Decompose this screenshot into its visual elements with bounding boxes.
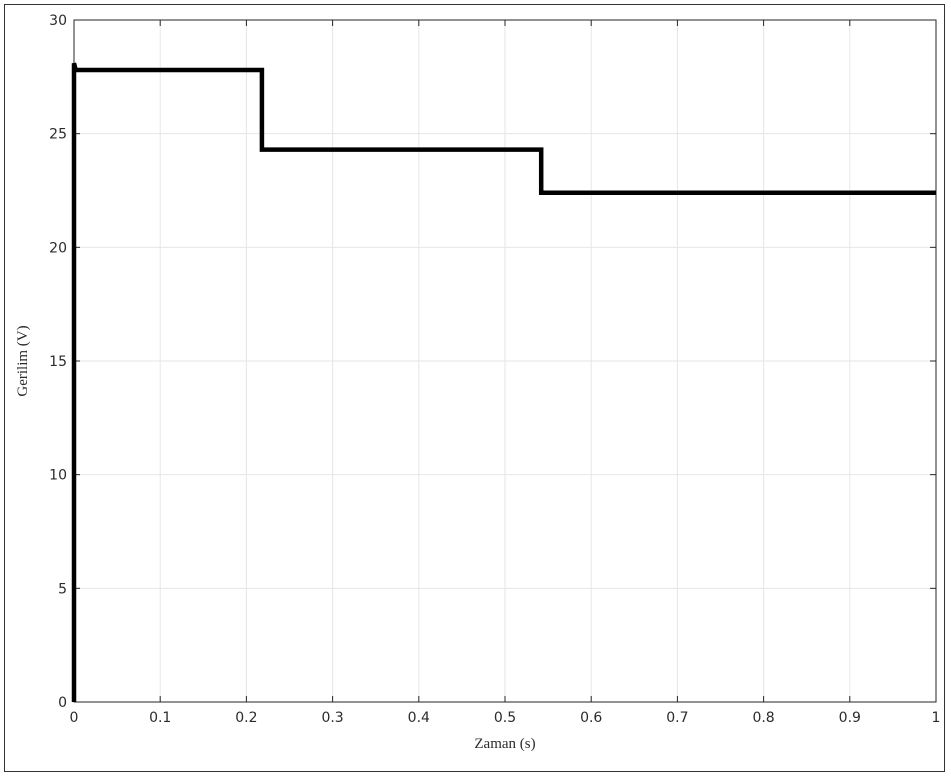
y-tick-label: 30 bbox=[49, 13, 67, 29]
x-tick-label: 0 bbox=[70, 710, 79, 726]
x-tick-label: 1 bbox=[932, 710, 941, 726]
x-tick-label: 0.3 bbox=[321, 710, 343, 726]
x-tick-label: 0.8 bbox=[752, 710, 774, 726]
x-tick-label: 0.4 bbox=[408, 710, 430, 726]
y-tick-label: 25 bbox=[49, 127, 67, 143]
y-axis-label: Gerilim (V) bbox=[15, 325, 31, 396]
y-tick-label: 5 bbox=[58, 581, 67, 597]
y-tick-label: 0 bbox=[58, 695, 67, 711]
grid bbox=[73, 19, 937, 703]
y-tick-label: 15 bbox=[49, 354, 67, 370]
x-tick-label: 0.1 bbox=[149, 710, 171, 726]
x-tick-label: 0.9 bbox=[839, 710, 861, 726]
chart-svg: 0 0.1 0.2 0.3 0.4 0.5 0.6 0.7 0.8 0.9 105101520253… bbox=[15, 13, 940, 752]
y-tick-label: 20 bbox=[49, 240, 67, 256]
series-line bbox=[71, 62, 936, 702]
series-group bbox=[71, 62, 936, 702]
x-axis-label: Zaman (s) bbox=[474, 736, 535, 752]
x-tick-label: 0.2 bbox=[235, 710, 257, 726]
chart-frame: 0 0.1 0.2 0.3 0.4 0.5 0.6 0.7 0.8 0.9 1 0 5 10 15 20 25 3… bbox=[4, 4, 945, 772]
x-tick-label: 0.5 bbox=[494, 710, 516, 726]
y-tick-label: 10 bbox=[49, 468, 67, 484]
x-tick-label: 0.6 bbox=[580, 710, 602, 726]
axis-ticks: 0 0.1 0.2 0.3 0.4 0.5 0.6 0.7 0.8 0.9 105101520253… bbox=[49, 13, 940, 726]
x-tick-label: 0.7 bbox=[666, 710, 688, 726]
